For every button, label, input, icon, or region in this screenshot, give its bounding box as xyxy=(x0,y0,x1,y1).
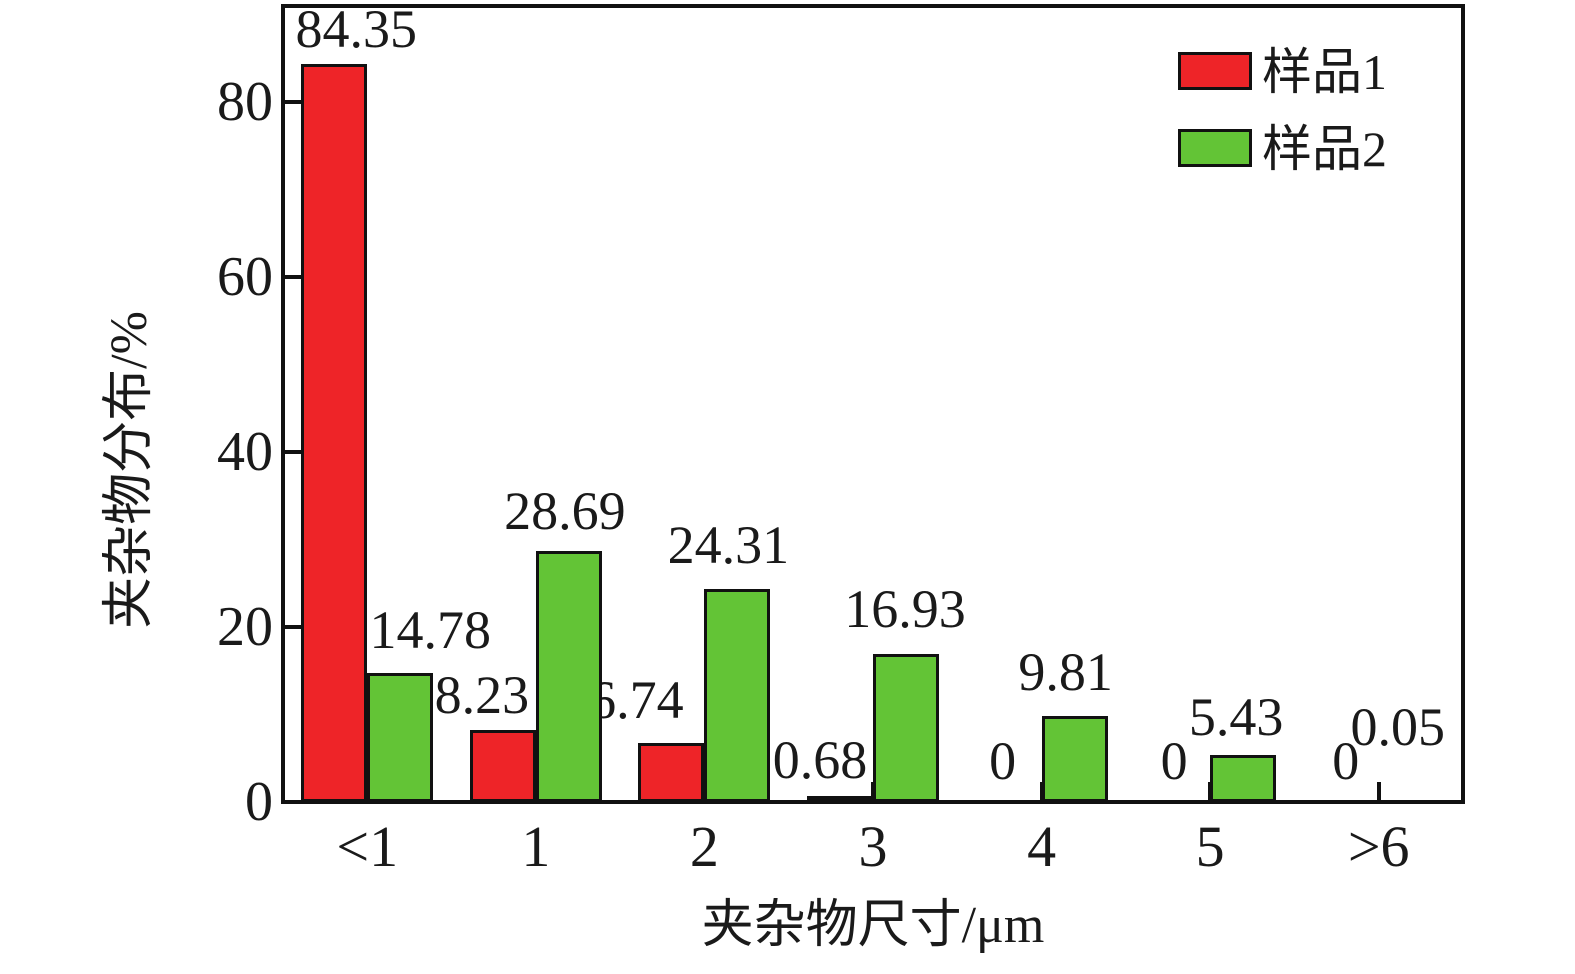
bar-s1-c3 xyxy=(807,796,873,803)
legend-label-sample1: 样品1 xyxy=(1262,44,1387,100)
x-category-label-6: >6 xyxy=(1347,814,1410,879)
value-label-s2-c5: 5.43 xyxy=(1188,686,1284,747)
value-label-s2-c4: 9.81 xyxy=(1018,642,1113,703)
y-tick-label-40: 40 xyxy=(217,421,273,484)
y-tick-label-20: 20 xyxy=(217,596,273,659)
x-category-label-3: 3 xyxy=(858,814,888,879)
y-tick-60 xyxy=(285,275,301,280)
value-label-s1-c6: 0 xyxy=(1332,731,1360,791)
x-category-label-5: 5 xyxy=(1195,814,1225,879)
y-tick-label-60: 60 xyxy=(217,246,273,309)
y-tick-label-0: 0 xyxy=(245,771,273,833)
x-axis-title: 夹杂物尺寸/μm xyxy=(701,897,1045,954)
value-label-s2-c0: 14.78 xyxy=(369,599,492,660)
value-label-s2-c2: 24.31 xyxy=(667,515,790,576)
bar-s2-c1 xyxy=(535,551,602,802)
bar-s2-c0 xyxy=(367,672,434,802)
bar-s1-c0 xyxy=(301,64,368,802)
bar-s1-c1 xyxy=(469,730,536,802)
bar-s2-c2 xyxy=(704,589,771,802)
y-axis-title: 夹杂物分布/% xyxy=(101,311,158,629)
y-tick-label-80: 80 xyxy=(217,71,273,134)
value-label-s1-c2: 6.74 xyxy=(589,670,684,731)
y-tick-20 xyxy=(285,625,301,630)
bar-s2-c3 xyxy=(873,653,939,802)
x-category-label-2: 2 xyxy=(689,814,719,879)
value-label-s1-c0: 84.35 xyxy=(295,0,418,60)
value-label-s1-c5: 0 xyxy=(1160,731,1188,791)
value-label-s2-c1: 28.69 xyxy=(504,481,626,542)
legend-swatch-sample1 xyxy=(1178,52,1252,90)
value-label-s1-c1: 8.23 xyxy=(434,665,530,725)
bar-s2-c4 xyxy=(1041,716,1108,802)
x-category-label-1: 1 xyxy=(521,814,551,879)
value-label-s1-c3: 0.68 xyxy=(772,730,868,791)
y-tick-40 xyxy=(285,450,301,455)
x-tick-6 xyxy=(1376,782,1381,800)
y-tick-80 xyxy=(285,100,301,105)
value-label-s2-c6: 0.05 xyxy=(1350,697,1445,757)
value-label-s2-c3: 16.93 xyxy=(844,578,966,639)
value-label-s1-c4: 0 xyxy=(989,731,1017,791)
x-category-label-0: <1 xyxy=(336,814,399,879)
legend-label-sample2: 样品2 xyxy=(1262,121,1387,177)
bar-s1-c2 xyxy=(638,743,705,802)
legend-swatch-sample2 xyxy=(1178,129,1252,167)
bar-s2-c5 xyxy=(1210,754,1277,802)
x-category-label-4: 4 xyxy=(1027,814,1057,879)
